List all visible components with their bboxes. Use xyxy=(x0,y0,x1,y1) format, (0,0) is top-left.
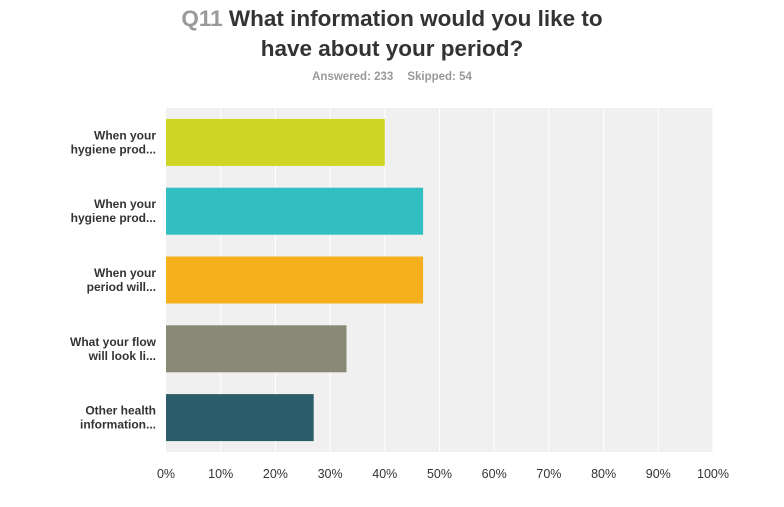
x-tick-label: 70% xyxy=(536,467,561,481)
bar xyxy=(166,325,347,373)
category-label: When your xyxy=(94,266,156,280)
category-label: period will... xyxy=(87,280,156,294)
x-tick-label: 40% xyxy=(372,467,397,481)
bar xyxy=(166,118,385,166)
bar xyxy=(166,256,424,304)
x-tick-label: 50% xyxy=(427,467,452,481)
x-tick-label: 80% xyxy=(591,467,616,481)
category-label: will look li... xyxy=(88,349,156,363)
category-label: When your xyxy=(94,128,156,142)
category-label: What your flow xyxy=(70,335,157,349)
x-tick-label: 0% xyxy=(157,467,175,481)
x-tick-label: 10% xyxy=(208,467,233,481)
answered-count: Answered: 233 xyxy=(312,71,394,83)
category-label: hygiene prod... xyxy=(71,211,156,225)
x-tick-label: 20% xyxy=(263,467,288,481)
category-label: hygiene prod... xyxy=(71,142,156,156)
question-title-line-2: have about your period? xyxy=(260,36,524,61)
category-label: information... xyxy=(80,418,156,432)
chart-title: Q11 What information would you like to h… xyxy=(0,4,784,64)
bar xyxy=(166,394,314,442)
x-tick-label: 30% xyxy=(318,467,343,481)
question-title-line-1: What information would you like to xyxy=(228,6,603,31)
category-label: When your xyxy=(94,197,156,211)
response-stats: Answered: 233 Skipped: 54 xyxy=(0,71,784,83)
x-tick-label: 60% xyxy=(482,467,507,481)
bar xyxy=(166,187,424,235)
category-label: Other health xyxy=(85,404,156,418)
x-tick-label: 90% xyxy=(646,467,671,481)
skipped-count: Skipped: 54 xyxy=(407,71,472,83)
x-tick-label: 100% xyxy=(697,467,729,481)
question-number: Q11 xyxy=(181,6,223,31)
